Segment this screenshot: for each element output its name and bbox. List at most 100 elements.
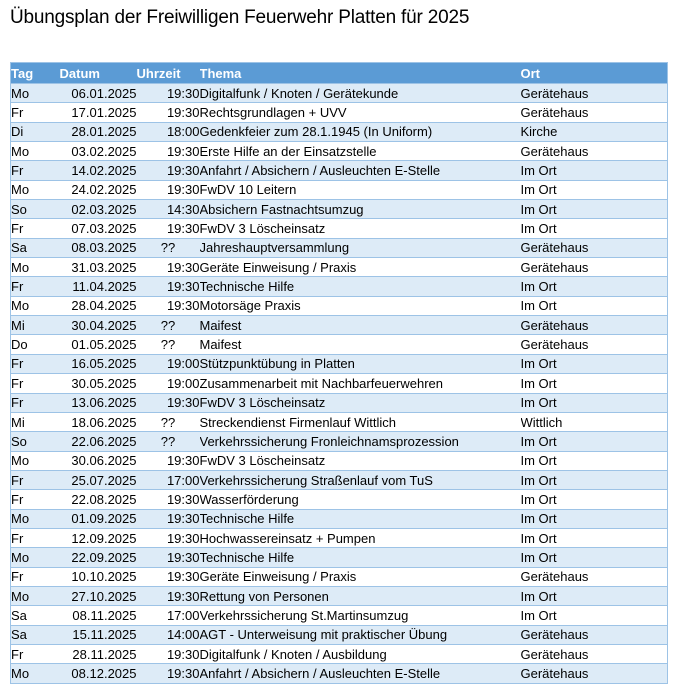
cell-datum: 13.06.2025 xyxy=(59,393,137,413)
cell-tag: Sa xyxy=(10,238,60,259)
table-row: So 02.03.2025 14:30 Absichern Fastnachtsumz… xyxy=(10,199,668,220)
cell-thema: Wasserförderung xyxy=(199,489,521,510)
cell-ort: Gerätehaus xyxy=(520,83,668,104)
cell-thema: Hochwassereinsatz + Pumpen xyxy=(199,528,521,549)
cell-thema: Anfahrt / Absichern / Ausleuchten E-Stel… xyxy=(199,663,521,684)
table-row: Di 28.01.2025 18:00 Gedenkfeier zum 28.1.19… xyxy=(10,122,668,143)
cell-datum: 24.02.2025 xyxy=(59,180,137,201)
table-row: Mo 27.10.2025 19:30 Rettung von Personen Im … xyxy=(10,586,668,607)
table-row: Fr 13.06.2025 19:30 FwDV 3 Löscheinsatz Im O… xyxy=(10,393,668,413)
cell-ort: Gerätehaus xyxy=(520,315,668,336)
cell-tag: Fr xyxy=(10,102,60,123)
cell-uhrzeit: 19:30 xyxy=(136,528,200,549)
table-row: Fr 22.08.2025 19:30 Wasserförderung Im Ort xyxy=(10,489,668,510)
cell-uhrzeit: 19:30 xyxy=(136,83,200,104)
cell-datum: 11.04.2025 xyxy=(59,276,137,297)
cell-datum: 22.08.2025 xyxy=(59,489,137,510)
table-row: Fr 10.10.2025 19:30 Geräte Einweisung / Pra… xyxy=(10,567,668,587)
cell-tag: Fr xyxy=(10,160,60,181)
cell-tag: Fr xyxy=(10,567,60,587)
table-row: So 22.06.2025?? Verkehrssicherung Fronleic… xyxy=(10,431,668,452)
column-header-tag: Tag xyxy=(10,62,60,84)
table-row: Mo 31.03.2025 19:30 Geräte Einweisung / Pra… xyxy=(10,257,668,278)
cell-ort: Im Ort xyxy=(520,393,668,413)
column-header-datum: Datum xyxy=(59,62,137,84)
table-header-row: Tag Datum Uhrzeit Thema Ort xyxy=(10,62,668,84)
cell-ort: Im Ort xyxy=(520,199,668,220)
cell-thema: Motorsäge Praxis xyxy=(199,296,521,317)
cell-datum: 03.02.2025 xyxy=(59,141,137,162)
cell-uhrzeit: 19:30 xyxy=(136,489,200,510)
table-row: Mo 06.01.2025 19:30 Digitalfunk / Knoten / … xyxy=(10,83,668,104)
cell-thema: FwDV 3 Löscheinsatz xyxy=(199,393,521,413)
table-row: Mo 24.02.2025 19:30 FwDV 10 Leitern Im Ort xyxy=(10,180,668,201)
cell-uhrzeit: 19:30 xyxy=(136,141,200,162)
cell-tag: Fr xyxy=(10,276,60,297)
cell-tag: Fr xyxy=(10,528,60,549)
cell-uhrzeit: 19:30 xyxy=(136,257,200,278)
table-row: Mo 22.09.2025 19:30 Technische Hilfe Im Ort xyxy=(10,547,668,568)
cell-tag: Mo xyxy=(10,83,60,104)
cell-thema: FwDV 3 Löscheinsatz xyxy=(199,218,521,239)
cell-thema: Stützpunktübung in Platten xyxy=(199,354,521,375)
table-row: Fr 12.09.2025 19:30 Hochwassereinsatz + Pum… xyxy=(10,528,668,549)
cell-ort: Gerätehaus xyxy=(520,257,668,278)
cell-tag: Fr xyxy=(10,393,60,413)
cell-uhrzeit: 19:30 xyxy=(136,160,200,181)
cell-tag: Mo xyxy=(10,451,60,471)
cell-thema: Absichern Fastnachtsumzug xyxy=(199,199,521,220)
cell-ort: Im Ort xyxy=(520,451,668,471)
cell-uhrzeit: 19:30 xyxy=(136,586,200,607)
cell-datum: 06.01.2025 xyxy=(59,83,137,104)
cell-datum: 01.09.2025 xyxy=(59,509,137,529)
cell-ort: Gerätehaus xyxy=(520,238,668,259)
table-row: Fr 25.07.2025 17:00 Verkehrssicherung Straß… xyxy=(10,470,668,491)
cell-datum: 01.05.2025 xyxy=(59,334,137,355)
cell-tag: Mo xyxy=(10,586,60,607)
table-row: Mo 30.06.2025 19:30 FwDV 3 Löscheinsatz Im O… xyxy=(10,451,668,471)
cell-uhrzeit: 19:00 xyxy=(136,354,200,375)
cell-ort: Gerätehaus xyxy=(520,141,668,162)
table-row: Mo 01.09.2025 19:30 Technische Hilfe Im Ort xyxy=(10,509,668,529)
cell-tag: Mo xyxy=(10,180,60,201)
cell-tag: So xyxy=(10,199,60,220)
cell-datum: 16.05.2025 xyxy=(59,354,137,375)
cell-uhrzeit: 19:30 xyxy=(136,276,200,297)
cell-uhrzeit: 19:30 xyxy=(136,509,200,529)
cell-tag: Mo xyxy=(10,547,60,568)
cell-thema: Geräte Einweisung / Praxis xyxy=(199,567,521,587)
cell-datum: 28.11.2025 xyxy=(59,644,137,665)
cell-datum: 08.11.2025 xyxy=(59,605,137,626)
cell-uhrzeit: 19:30 xyxy=(136,451,200,471)
cell-ort: Gerätehaus xyxy=(520,625,668,645)
cell-ort: Im Ort xyxy=(520,276,668,297)
cell-thema: Zusammenarbeit mit Nachbarfeuerwehren xyxy=(199,373,521,394)
cell-datum: 30.06.2025 xyxy=(59,451,137,471)
cell-uhrzeit: 19:30 xyxy=(136,567,200,587)
schedule-table: Tag Datum Uhrzeit Thema Ort Mo 06.01.2025 19:3… xyxy=(10,62,668,684)
cell-datum: 22.09.2025 xyxy=(59,547,137,568)
cell-datum: 31.03.2025 xyxy=(59,257,137,278)
cell-uhrzeit: 19:30 xyxy=(136,663,200,684)
cell-datum: 17.01.2025 xyxy=(59,102,137,123)
table-row: Sa 08.03.2025?? Jahreshauptversammlung Gerä… xyxy=(10,238,668,259)
table-row: Do 01.05.2025?? Maifest Gerätehaus xyxy=(10,334,668,355)
cell-datum: 07.03.2025 xyxy=(59,218,137,239)
table-head: Tag Datum Uhrzeit Thema Ort xyxy=(10,62,668,84)
cell-datum: 02.03.2025 xyxy=(59,199,137,220)
cell-uhrzeit: ?? xyxy=(136,334,200,355)
cell-ort: Gerätehaus xyxy=(520,567,668,587)
cell-uhrzeit: 19:00 xyxy=(136,373,200,394)
cell-uhrzeit: ?? xyxy=(136,412,200,433)
table-row: Sa 15.11.2025 14:00 AGT - Unterweisung mit … xyxy=(10,625,668,645)
cell-ort: Im Ort xyxy=(520,470,668,491)
cell-datum: 08.12.2025 xyxy=(59,663,137,684)
cell-ort: Im Ort xyxy=(520,528,668,549)
cell-tag: Mo xyxy=(10,296,60,317)
cell-datum: 28.01.2025 xyxy=(59,122,137,143)
cell-tag: Mo xyxy=(10,509,60,529)
cell-datum: 08.03.2025 xyxy=(59,238,137,259)
cell-tag: Mo xyxy=(10,141,60,162)
table-row: Fr 28.11.2025 19:30 Digitalfunk / Knoten / … xyxy=(10,644,668,665)
cell-uhrzeit: ?? xyxy=(136,315,200,336)
